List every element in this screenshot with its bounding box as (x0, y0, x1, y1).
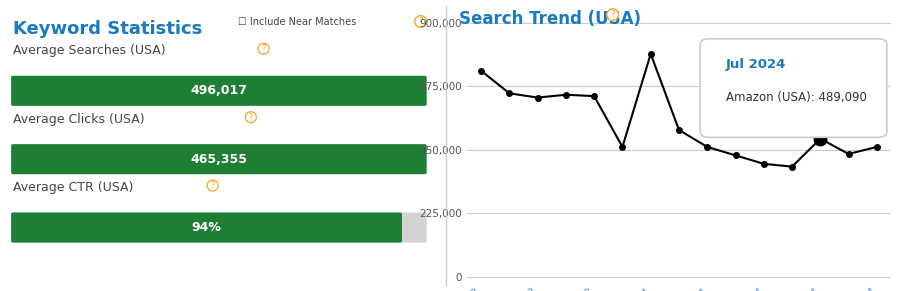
Text: Average Clicks (USA): Average Clicks (USA) (14, 113, 145, 126)
Text: Average Searches (USA): Average Searches (USA) (14, 44, 166, 57)
FancyBboxPatch shape (11, 144, 427, 174)
Text: 496,017: 496,017 (191, 84, 248, 97)
FancyBboxPatch shape (700, 39, 886, 137)
Text: Average CTR (USA): Average CTR (USA) (14, 181, 133, 194)
Text: Search Trend (USA): Search Trend (USA) (459, 10, 641, 28)
Text: ?: ? (248, 113, 253, 122)
Text: ?: ? (211, 181, 215, 190)
Text: Keyword Statistics: Keyword Statistics (14, 20, 203, 38)
FancyBboxPatch shape (11, 212, 402, 243)
Text: Amazon (USA): 489,090: Amazon (USA): 489,090 (725, 91, 867, 104)
FancyBboxPatch shape (11, 76, 427, 106)
Text: ☐ Include Near Matches: ☐ Include Near Matches (238, 17, 356, 27)
Text: Jul 2024: Jul 2024 (725, 58, 786, 71)
Text: 465,355: 465,355 (191, 153, 248, 166)
FancyBboxPatch shape (11, 212, 427, 243)
Text: ?: ? (610, 10, 615, 19)
Text: ?: ? (418, 17, 423, 26)
Text: ?: ? (261, 44, 266, 53)
Text: 94%: 94% (192, 221, 221, 234)
